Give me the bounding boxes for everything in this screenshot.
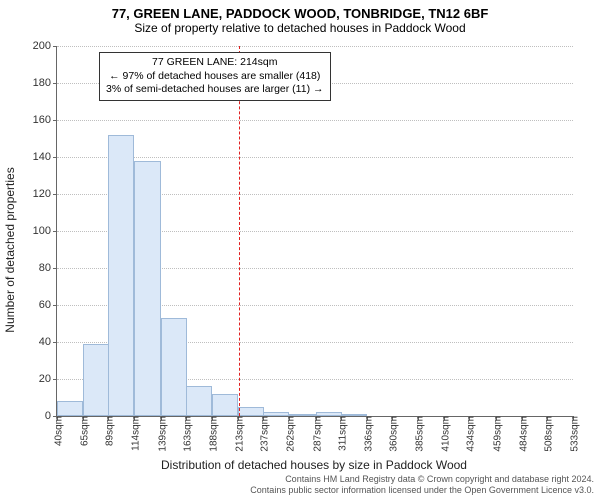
credits-line1: Contains HM Land Registry data © Crown c… xyxy=(250,474,594,485)
histogram-bar xyxy=(161,318,187,416)
histogram-bar xyxy=(57,401,83,416)
ytick-label: 80 xyxy=(39,262,57,274)
xtick-label: 40sqm xyxy=(50,416,65,446)
xtick-label: 360sqm xyxy=(384,416,399,452)
histogram-bar xyxy=(263,412,289,416)
x-axis-label: Distribution of detached houses by size … xyxy=(56,458,572,472)
credits: Contains HM Land Registry data © Crown c… xyxy=(250,474,594,497)
ytick-label: 20 xyxy=(39,373,57,385)
xtick-label: 139sqm xyxy=(153,416,168,452)
ytick-label: 180 xyxy=(33,77,57,89)
xtick-label: 65sqm xyxy=(76,416,91,446)
xtick-label: 434sqm xyxy=(462,416,477,452)
xtick-label: 188sqm xyxy=(204,416,219,452)
ytick-label: 140 xyxy=(33,151,57,163)
annotation-line1: 77 GREEN LANE: 214sqm xyxy=(106,56,324,70)
chart-title: 77, GREEN LANE, PADDOCK WOOD, TONBRIDGE,… xyxy=(0,0,600,21)
chart-subtitle: Size of property relative to detached ho… xyxy=(0,21,600,39)
ytick-label: 200 xyxy=(33,40,57,52)
credits-line2: Contains public sector information licen… xyxy=(250,485,594,496)
xtick-label: 508sqm xyxy=(539,416,554,452)
y-axis-label: Number of detached properties xyxy=(3,167,17,332)
xtick-label: 213sqm xyxy=(231,416,246,452)
xtick-label: 336sqm xyxy=(359,416,374,452)
ytick-label: 40 xyxy=(39,336,57,348)
xtick-label: 287sqm xyxy=(308,416,323,452)
histogram-bar xyxy=(238,407,264,416)
annotation-box: 77 GREEN LANE: 214sqm ← 97% of detached … xyxy=(99,52,331,101)
histogram-bar xyxy=(83,344,109,416)
annotation-line3: 3% of semi-detached houses are larger (1… xyxy=(106,83,324,97)
xtick-label: 311sqm xyxy=(333,416,348,451)
annotation-line2: ← 97% of detached houses are smaller (41… xyxy=(106,70,324,84)
histogram-bar xyxy=(341,414,367,416)
plot-area: 77 GREEN LANE: 214sqm ← 97% of detached … xyxy=(56,46,573,417)
ytick-label: 60 xyxy=(39,299,57,311)
histogram-bar xyxy=(316,412,342,416)
xtick-label: 484sqm xyxy=(514,416,529,452)
histogram-bar xyxy=(186,386,212,416)
gridline xyxy=(57,46,573,47)
xtick-label: 114sqm xyxy=(127,416,142,451)
marker-line xyxy=(239,46,240,416)
histogram-bar xyxy=(289,414,315,416)
xtick-label: 533sqm xyxy=(566,416,581,452)
xtick-label: 385sqm xyxy=(411,416,426,452)
gridline xyxy=(57,120,573,121)
xtick-label: 237sqm xyxy=(256,416,271,452)
xtick-label: 163sqm xyxy=(178,416,193,452)
histogram-bar xyxy=(212,394,238,416)
histogram-bar xyxy=(108,135,134,416)
ytick-label: 100 xyxy=(33,225,57,237)
ytick-label: 120 xyxy=(33,188,57,200)
xtick-label: 89sqm xyxy=(101,416,116,446)
xtick-label: 410sqm xyxy=(437,416,452,452)
xtick-label: 262sqm xyxy=(282,416,297,452)
histogram-bar xyxy=(134,161,160,416)
xtick-label: 459sqm xyxy=(488,416,503,452)
chart-container: { "chart": { "type": "histogram", "title… xyxy=(0,0,600,500)
ytick-label: 160 xyxy=(33,114,57,126)
